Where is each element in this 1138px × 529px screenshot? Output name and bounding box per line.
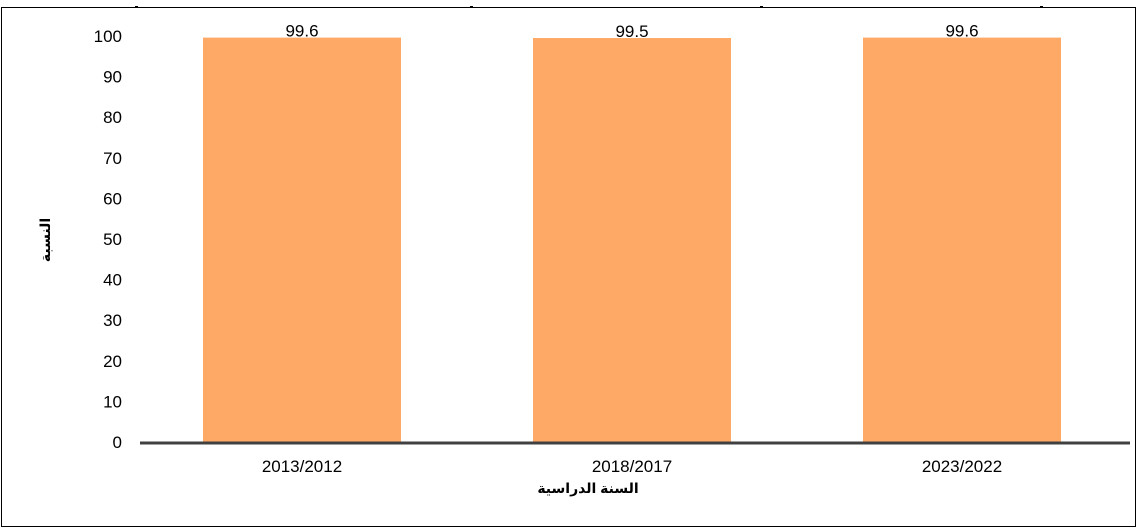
bar <box>863 37 1061 443</box>
clipped-title-marks <box>135 6 1043 7</box>
bar <box>203 37 401 443</box>
y-tick-label: 20 <box>103 352 122 371</box>
data-labels: 99.6 99.5 99.6 <box>285 22 978 41</box>
bar-data-label: 99.6 <box>285 22 318 41</box>
y-tick-label: 90 <box>103 68 122 87</box>
x-tick-label: 2023/2022 <box>922 457 1002 476</box>
y-tick-label: 70 <box>103 149 122 168</box>
x-axis-ticks: 2013/2012 2018/2017 2023/2022 <box>262 457 1002 476</box>
y-axis-title: النسبة <box>37 218 53 262</box>
y-tick-label: 0 <box>113 433 122 452</box>
y-tick-label: 10 <box>103 392 122 411</box>
y-tick-label: 80 <box>103 108 122 127</box>
y-tick-label: 30 <box>103 311 122 330</box>
y-tick-label: 60 <box>103 189 122 208</box>
bar <box>533 38 731 442</box>
chart-frame <box>1 7 1136 527</box>
bar-data-label: 99.6 <box>945 22 978 41</box>
x-tick-label: 2018/2017 <box>592 457 672 476</box>
y-tick-label: 100 <box>94 27 122 46</box>
x-axis-title: السنة الدراسية <box>537 480 638 496</box>
y-tick-label: 50 <box>103 230 122 249</box>
bars <box>203 37 1061 443</box>
x-tick-label: 2013/2012 <box>262 457 342 476</box>
y-tick-label: 40 <box>103 271 122 290</box>
bar-data-label: 99.5 <box>615 22 648 41</box>
y-axis-ticks: 0 10 20 30 40 50 60 70 80 90 100 <box>94 27 122 452</box>
clipped-title-strip <box>0 0 1138 7</box>
